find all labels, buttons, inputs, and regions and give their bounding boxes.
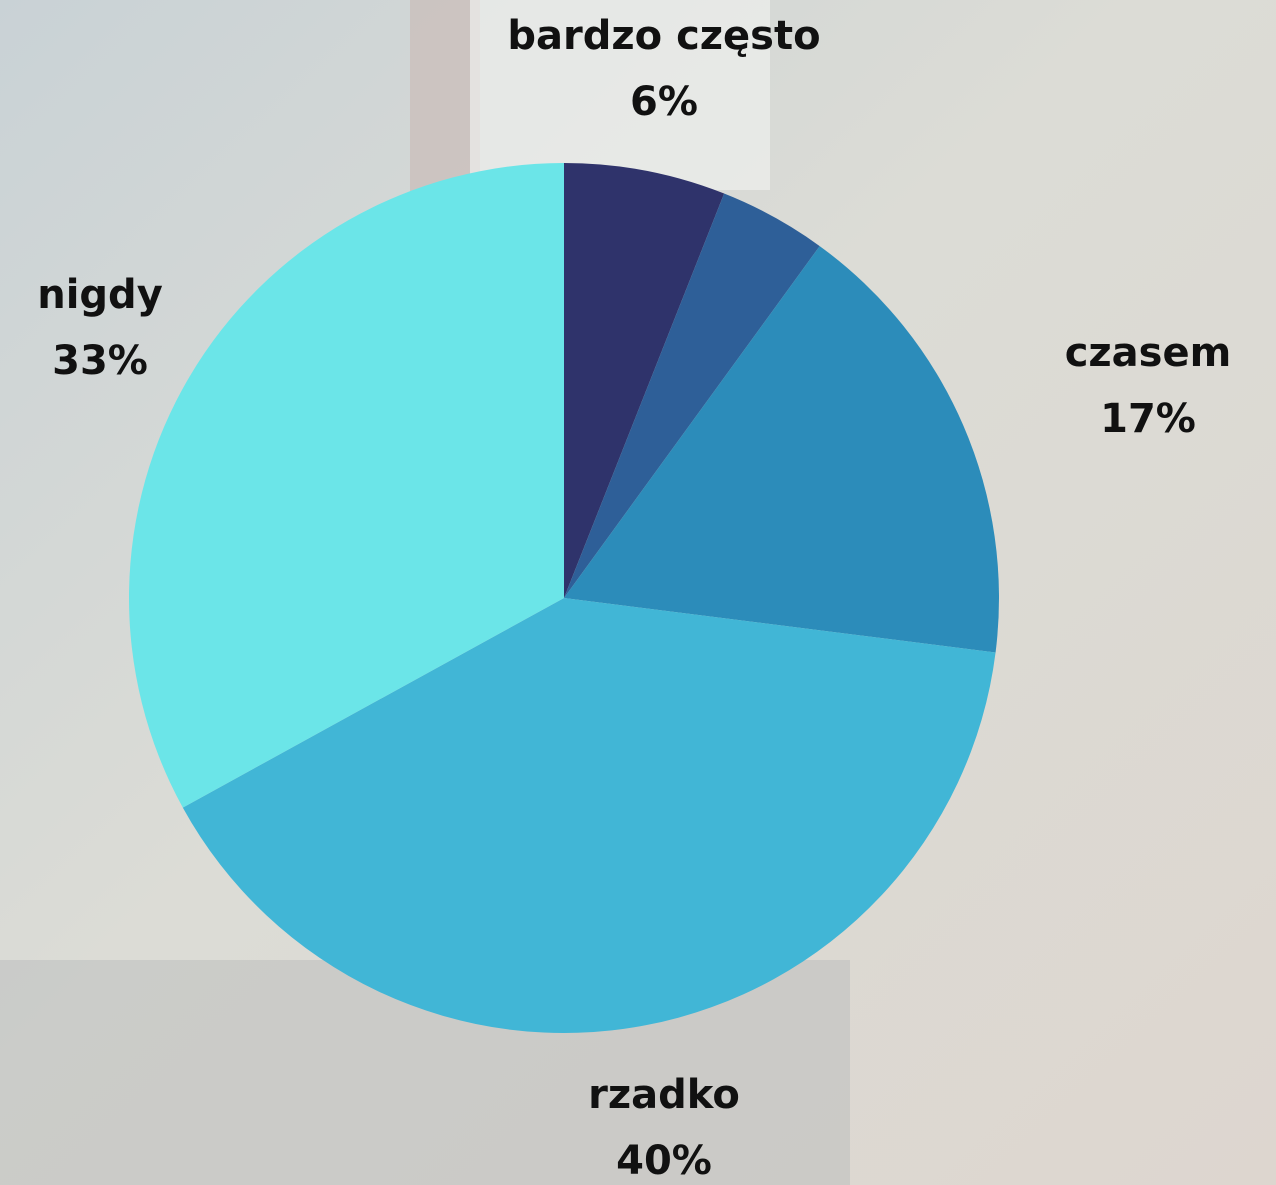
value-label: 6% [630, 79, 698, 125]
background-handle [410, 0, 480, 200]
slice-label: nigdy [37, 272, 163, 318]
chart: bardzo często 6% czasem 17% rzadko 40% nigdy 33… [0, 0, 1276, 1185]
value-label: 40% [616, 1138, 712, 1184]
value-label: 17% [1100, 396, 1196, 442]
slice-label: czasem [1065, 330, 1232, 376]
page: bardzo często 6% czasem 17% rzadko 40% nigdy 33… [0, 0, 1276, 1185]
slice-label: bardzo często [507, 13, 820, 59]
slice-label: rzadko [588, 1072, 740, 1118]
value-label: 33% [52, 338, 148, 384]
